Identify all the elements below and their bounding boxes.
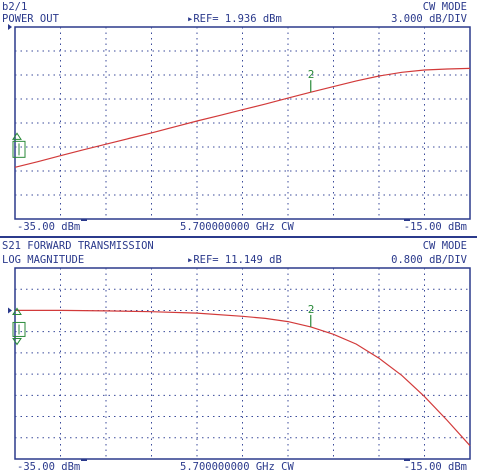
top-mode-label: CW MODE — [422, 1, 467, 13]
measurement-trace — [14, 67, 471, 168]
trace-indicator-box — [12, 140, 26, 158]
bottom-center-label: 5.700000000 GHz CW — [180, 461, 294, 473]
bottom-ref-label: ▸REF= 11.149 dB — [187, 254, 282, 266]
bottom-scale-label: 0.800 dB/DIV — [391, 254, 467, 266]
bottom-title-label: S21 FORWARD TRANSMISSION — [2, 240, 154, 252]
ref-position-arrow — [8, 24, 12, 30]
marker-2-label: 2 — [308, 68, 315, 81]
top-scale-label: 3.000 dB/DIV — [391, 13, 467, 25]
trace-indicator-box — [12, 321, 26, 337]
ref-position-arrow — [8, 307, 12, 314]
panel-divider — [0, 236, 477, 238]
trace-start-indicator — [12, 307, 26, 346]
bottom-stop-label: -15.00 dBm — [403, 461, 467, 473]
bottom-format-label: LOG MAGNITUDE — [2, 254, 85, 266]
top-measurement-label: POWER OUT — [2, 13, 59, 25]
bottom-mode-label: CW MODE — [422, 240, 467, 252]
bottom-start-label: -35.00 dBm — [17, 461, 81, 473]
s21-plot: 2 — [8, 267, 471, 461]
measurement-trace — [15, 309, 471, 447]
trace-start-indicator — [12, 132, 26, 158]
marker-2-label: 2 — [308, 303, 315, 316]
trace-indicator-triangle — [12, 337, 22, 346]
channel-label: b2/1 — [2, 1, 28, 13]
top-stop-label: -15.00 dBm — [403, 221, 467, 233]
top-start-label: -35.00 dBm — [17, 221, 81, 233]
top-center-label: 5.700000000 GHz CW — [180, 221, 294, 233]
trace-indicator-triangle — [12, 132, 22, 140]
top-ref-label: ▸REF= 1.936 dBm — [187, 13, 282, 25]
power-out-plot: 2 — [8, 24, 471, 221]
trace-indicator-triangle — [12, 307, 22, 315]
